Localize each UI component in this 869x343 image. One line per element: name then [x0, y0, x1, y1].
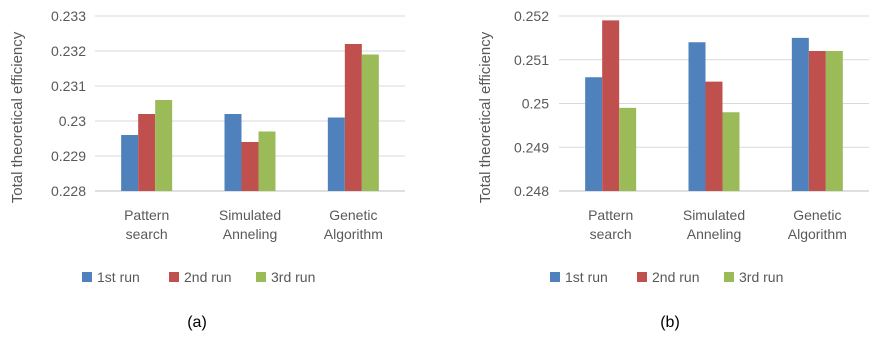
x-tick-label: search: [590, 226, 632, 242]
x-tick-label: Algorithm: [324, 226, 383, 242]
bar-2-2: [241, 142, 259, 191]
legend-label: 2nd run: [652, 269, 699, 285]
panel-label: (b): [660, 314, 680, 331]
x-tick-label: Anneling: [687, 226, 742, 242]
x-tick-label: Genetic: [329, 207, 377, 223]
legend: 1st run 2nd run 3rd run: [550, 269, 783, 285]
bar-2-3: [808, 51, 826, 191]
y-tick-label: 0.229: [51, 148, 86, 164]
bar-3-1: [619, 107, 637, 191]
y-tick-label: 0.248: [514, 183, 549, 199]
y-tick-label: 0.233: [51, 8, 86, 24]
bar-1-1: [585, 77, 603, 191]
legend-label: 1st run: [565, 269, 608, 285]
bar-3-2: [258, 131, 276, 191]
legend-label: 2nd run: [184, 269, 231, 285]
y-tick-label: 0.232: [51, 43, 86, 59]
x-tick-label: Anneling: [223, 226, 278, 242]
x-tick-label: Pattern: [588, 207, 633, 223]
bar-3-2: [722, 112, 740, 191]
y-tick-label: 0.231: [51, 78, 86, 94]
bar-2-1: [602, 20, 620, 191]
y-axis-label: Total theoretical efficiency: [9, 31, 26, 203]
y-tick-label: 0.252: [514, 8, 549, 24]
legend: 1st run 2nd run 3rd run: [82, 269, 315, 285]
legend-label: 3rd run: [271, 269, 315, 285]
bar-1-3: [791, 37, 809, 191]
y-tick-label: 0.249: [514, 139, 549, 155]
bar-3-3: [361, 54, 379, 191]
x-tick-label: Simulated: [683, 207, 745, 223]
legend-swatch: [550, 272, 560, 282]
bar-2-3: [344, 44, 362, 191]
bar-2-1: [138, 114, 156, 191]
x-tick-label: Genetic: [793, 207, 841, 223]
x-tick-label: Pattern: [124, 207, 169, 223]
bar-1-2: [688, 42, 706, 191]
bar-3-1: [155, 100, 173, 191]
y-tick-label: 0.23: [59, 113, 86, 129]
legend-label: 1st run: [97, 269, 140, 285]
legend-label: 3rd run: [739, 269, 783, 285]
x-tick-label: search: [126, 226, 168, 242]
legend-swatch: [256, 272, 266, 282]
bar-2-2: [705, 81, 723, 191]
y-tick-label: 0.25: [522, 96, 549, 112]
panel-label: (a): [187, 314, 207, 331]
legend-swatch: [724, 272, 734, 282]
legend-swatch: [169, 272, 179, 282]
legend-swatch: [82, 272, 92, 282]
chart-b: 0.248 0.249 0.25 0.251 0.252 Total theoretica…: [477, 8, 869, 331]
x-tick-label: Simulated: [219, 207, 281, 223]
bar-3-3: [825, 51, 843, 191]
bar-1-2: [224, 114, 242, 191]
legend-swatch: [637, 272, 647, 282]
y-tick-label: 0.228: [51, 183, 86, 199]
y-tick-label: 0.251: [514, 52, 549, 68]
chart-a: 0.228 0.229 0.23 0.231 0.232 0.233 Total theor…: [9, 8, 405, 331]
x-tick-label: Algorithm: [788, 226, 847, 242]
y-axis-label: Total theoretical efficiency: [477, 31, 494, 203]
bar-1-1: [121, 135, 139, 191]
bar-1-3: [327, 117, 345, 191]
